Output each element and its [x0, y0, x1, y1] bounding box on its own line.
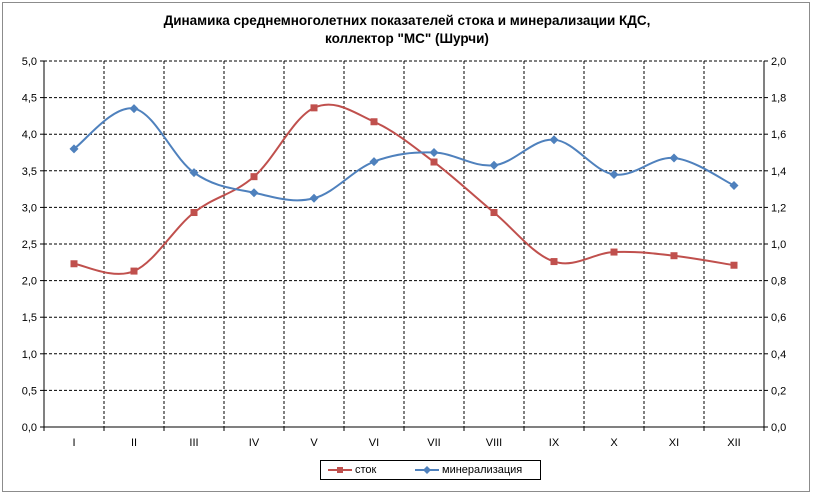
left-tick-label: 1,5 [22, 312, 37, 324]
data-point [249, 188, 259, 198]
left-axis-ticks: 0,0 0,5 1,0 1,5 2,0 2,5 3,0 3,5 4,0 4,5 5,0 [22, 56, 37, 434]
data-point [70, 260, 78, 268]
data-point [429, 148, 439, 157]
chart-title-line-1: Динамика среднемноголетних показателей с… [163, 13, 651, 28]
right-tick-label: 1,0 [771, 239, 786, 251]
right-tick-label: 2,0 [771, 56, 786, 68]
x-tick-label: IV [249, 437, 260, 449]
data-point [189, 168, 199, 178]
x-tick-label: VII [427, 437, 440, 449]
legend-marker-stok [328, 467, 352, 473]
legend-label-stok: сток [355, 464, 377, 476]
chart-title-line-2: коллектор "МС" (Шурчи) [325, 31, 489, 46]
right-tick-label: 0,8 [771, 276, 786, 288]
left-tick-label: 4,5 [22, 93, 37, 105]
left-tick-label: 5,0 [22, 56, 37, 68]
series-stok [70, 103, 738, 275]
x-tick-label: II [131, 437, 137, 449]
data-point [250, 173, 258, 181]
right-tick-label: 0,2 [771, 385, 786, 397]
data-point [730, 261, 738, 269]
left-tick-label: 2,0 [22, 276, 37, 288]
x-axis-ticks: I II III IV V VI VII VIII IX X XI XII [72, 437, 740, 449]
x-tick-label: XI [669, 437, 679, 449]
data-point [669, 153, 679, 163]
data-point [129, 104, 139, 114]
data-point [609, 169, 619, 179]
data-point [670, 252, 678, 260]
data-point [729, 180, 739, 190]
data-point [549, 135, 559, 145]
left-tick-label: 3,5 [22, 166, 37, 178]
x-tick-label: VI [369, 437, 379, 449]
left-tick-label: 1,0 [22, 349, 37, 361]
series-line [73, 107, 735, 202]
data-point [430, 158, 438, 166]
left-tick-label: 3,0 [22, 202, 37, 214]
chart-title: Динамика среднемноголетних показателей с… [0, 12, 814, 48]
legend-label-mineralization: минерализация [442, 464, 523, 476]
right-tick-label: 1,8 [771, 93, 786, 105]
right-tick-label: 0,6 [771, 312, 786, 324]
x-tick-label: XII [727, 437, 740, 449]
right-tick-label: 1,2 [771, 202, 786, 214]
x-tick-label: I [72, 437, 75, 449]
gridlines [40, 60, 768, 431]
data-point [190, 209, 198, 217]
data-point [69, 144, 79, 154]
data-point [130, 267, 138, 275]
left-tick-label: 0,0 [22, 422, 37, 434]
data-point [610, 248, 618, 256]
right-tick-label: 1,4 [771, 166, 786, 178]
data-point [550, 258, 558, 266]
right-tick-label: 1,6 [771, 129, 786, 141]
x-tick-label: III [189, 437, 198, 449]
x-tick-label: X [610, 437, 618, 449]
series-layer [69, 103, 739, 275]
x-tick-label: IX [549, 437, 560, 449]
left-tick-label: 4,0 [22, 129, 37, 141]
series-mineralization [69, 104, 739, 203]
data-point [370, 118, 378, 126]
x-tick-label: V [310, 437, 318, 449]
legend-marker-mineralization [415, 466, 439, 474]
legend: сток минерализация [320, 460, 541, 480]
data-point [369, 157, 379, 167]
data-point [310, 104, 318, 112]
right-tick-label: 0,4 [771, 349, 786, 361]
data-point [489, 160, 499, 170]
x-tick-label: VIII [486, 437, 503, 449]
left-tick-label: 0,5 [22, 385, 37, 397]
left-tick-label: 2,5 [22, 239, 37, 251]
right-tick-label: 0,0 [771, 422, 786, 434]
right-axis-ticks: 0,0 0,2 0,4 0,6 0,8 1,0 1,2 1,4 1,6 1,8 2,0 [771, 56, 786, 434]
data-point [490, 209, 498, 217]
data-point [309, 193, 319, 203]
